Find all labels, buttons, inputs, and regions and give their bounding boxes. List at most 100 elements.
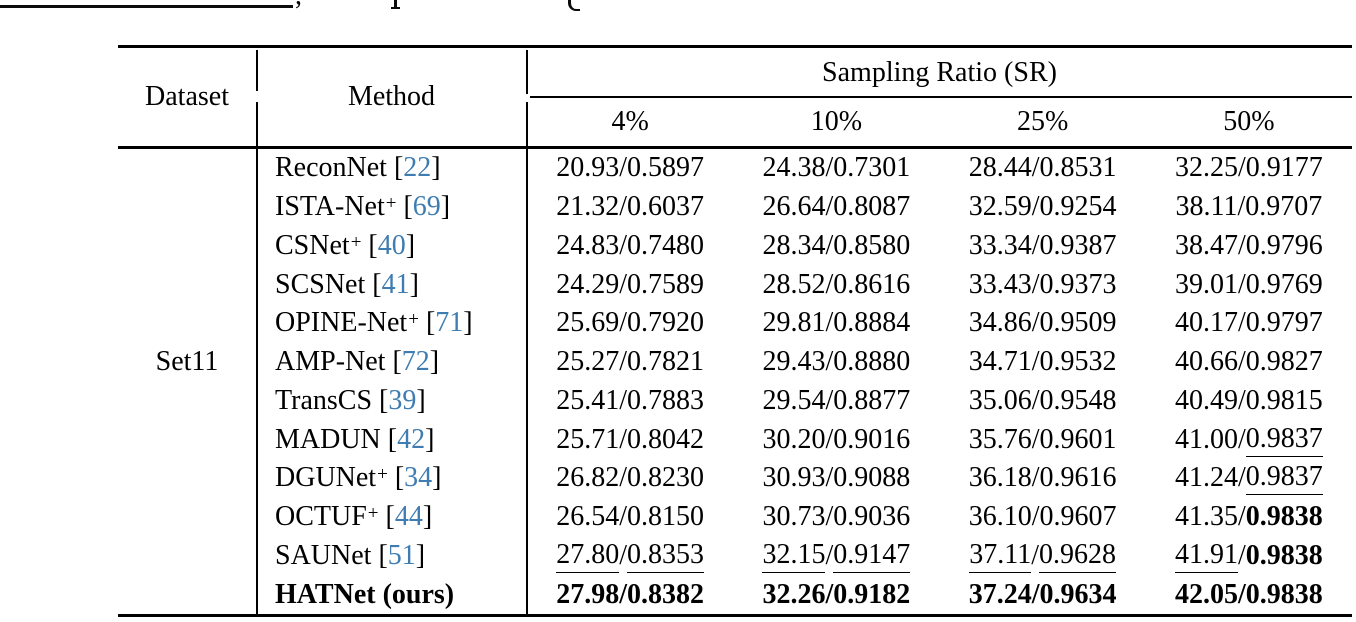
value-slash: /	[825, 268, 834, 300]
method-cell: DGUNet+ [34]	[256, 462, 527, 494]
psnr-ssim-cell: 32.59/0.9254	[940, 191, 1146, 223]
value-slash: /	[1031, 462, 1040, 494]
value-slash: /	[619, 307, 628, 339]
psnr-value: 42.05	[1174, 578, 1238, 610]
citation-link[interactable]: 41	[381, 268, 410, 300]
citation-link[interactable]: 42	[397, 423, 426, 455]
psnr-ssim-cell: 35.06/0.9548	[940, 385, 1146, 417]
column-header-sr-25: 25%	[1016, 105, 1069, 137]
psnr-value: 32.26	[762, 578, 826, 610]
method-name: OPINE-Net	[275, 307, 408, 339]
method-superscript: +	[408, 309, 419, 331]
psnr-value: 29.54	[762, 384, 826, 416]
value-slash: /	[1237, 152, 1246, 184]
ssim-value: 0.9088	[833, 462, 911, 494]
citation-link[interactable]: 72	[401, 346, 430, 378]
psnr-value: 24.38	[762, 152, 826, 184]
ssim-value: 0.9177	[1245, 152, 1323, 184]
psnr-ssim-cell: 29.81/0.8884	[733, 307, 939, 339]
value-slash: /	[1031, 307, 1040, 339]
psnr-value: 41.35	[1174, 501, 1238, 533]
table-body: ReconNet [22] 20.93/0.5897 24.38/0.7301 28.4…	[118, 149, 1352, 614]
ssim-value: 0.9532	[1039, 346, 1117, 378]
table-row: OPINE-Net+ [71] 25.69/0.7920 29.81/0.8884 34…	[118, 304, 1352, 343]
column-header-sampling-ratio: Sampling Ratio (SR)	[822, 57, 1057, 88]
ssim-value: 0.9827	[1245, 346, 1323, 378]
ssim-value: 0.8616	[833, 268, 911, 300]
value-slash: /	[1031, 346, 1040, 378]
citation: [51]	[378, 539, 426, 571]
ssim-value: 0.9838	[1245, 501, 1323, 533]
value-slash: /	[1031, 229, 1040, 261]
dataset-method-separator	[256, 50, 258, 91]
citation: [72]	[392, 346, 440, 378]
psnr-ssim-cell: 28.44/0.8531	[940, 152, 1146, 184]
value-slash: /	[825, 191, 834, 223]
method-cell: ISTA-Net+ [69]	[256, 191, 527, 223]
sampling-ratio-midrule	[530, 96, 1352, 98]
ssim-value: 0.9707	[1245, 191, 1323, 223]
value-slash: /	[1031, 578, 1040, 610]
value-slash: /	[825, 462, 834, 494]
value-slash: /	[825, 229, 834, 261]
psnr-value: 40.66	[1174, 346, 1238, 378]
citation-link[interactable]: 71	[435, 307, 464, 339]
ssim-value: 0.9797	[1245, 307, 1323, 339]
value-slash: /	[1237, 423, 1246, 455]
table-row: DGUNet+ [34] 26.82/0.8230 30.93/0.9088 36.18…	[118, 459, 1352, 498]
value-slash: /	[619, 423, 628, 455]
psnr-value: 24.83	[556, 229, 620, 261]
citation: [39]	[379, 384, 426, 416]
psnr-ssim-cell: 30.93/0.9088	[733, 462, 939, 494]
value-slash: /	[1237, 539, 1246, 571]
citation: [22]	[393, 152, 441, 184]
header-bottom-rule	[118, 146, 1352, 149]
ssim-value: 0.9016	[833, 423, 911, 455]
citation-link[interactable]: 40	[377, 229, 406, 261]
citation: [40]	[368, 229, 416, 261]
citation-link[interactable]: 39	[388, 384, 417, 416]
method-name: SCSNet	[275, 268, 366, 300]
method-name: ReconNet	[275, 152, 387, 184]
value-slash: /	[1237, 346, 1246, 378]
ssim-value: 0.9601	[1039, 423, 1117, 455]
citation-link[interactable]: 69	[412, 191, 441, 223]
psnr-value: 33.43	[968, 268, 1032, 300]
value-slash: /	[1031, 152, 1040, 184]
psnr-ssim-cell: 39.01/0.9769	[1146, 269, 1352, 301]
method-cell: MADUN [42]	[256, 424, 527, 456]
table-row: CSNet+ [40] 24.83/0.7480 28.34/0.8580 33.34/…	[118, 227, 1352, 266]
psnr-value: 30.93	[762, 462, 826, 494]
citation-link[interactable]: 22	[403, 152, 432, 184]
value-slash: /	[619, 191, 628, 223]
citation-link[interactable]: 51	[387, 539, 416, 571]
psnr-value: 26.82	[556, 462, 620, 494]
psnr-ssim-cell: 34.71/0.9532	[940, 346, 1146, 378]
method-cell: OCTUF+ [44]	[256, 501, 527, 533]
psnr-value: 39.01	[1174, 268, 1238, 300]
psnr-value: 40.17	[1174, 307, 1238, 339]
psnr-ssim-cell: 37.24/0.9634	[940, 579, 1146, 611]
psnr-value: 35.06	[968, 384, 1032, 416]
psnr-value: 40.49	[1174, 384, 1238, 416]
table-bottom-rule	[118, 614, 1352, 617]
value-slash: /	[619, 384, 628, 416]
value-slash: /	[1031, 423, 1040, 455]
psnr-ssim-cell: 28.52/0.8616	[733, 269, 939, 301]
citation: [44]	[385, 501, 433, 533]
citation-link[interactable]: 34	[404, 462, 433, 494]
method-superscript: +	[385, 193, 397, 215]
value-slash: /	[1031, 384, 1040, 416]
psnr-value: 41.00	[1174, 423, 1238, 455]
psnr-ssim-cell: 32.15/0.9147	[733, 539, 939, 573]
psnr-value: 26.64	[762, 191, 826, 223]
ssim-value: 0.9509	[1039, 307, 1117, 339]
ssim-value: 0.9616	[1039, 462, 1117, 494]
psnr-value: 36.10	[968, 501, 1032, 533]
ssim-value: 0.9838	[1245, 578, 1323, 610]
table-row: MADUN [42] 25.71/0.8042 30.20/0.9016 35.76/0…	[118, 420, 1352, 459]
citation-link[interactable]: 44	[394, 501, 423, 533]
psnr-ssim-cell: 34.86/0.9509	[940, 307, 1146, 339]
psnr-value: 38.47	[1174, 229, 1238, 261]
